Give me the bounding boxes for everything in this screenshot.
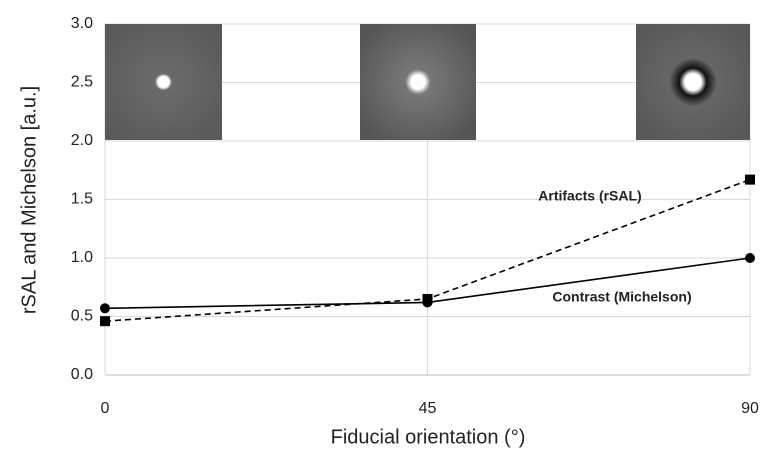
y-tick-label: 1.5 xyxy=(71,191,93,208)
series-label: Artifacts (rSAL) xyxy=(538,188,641,204)
chart: 0.0 0.5 1.0 1.5 2.0 2.5 3.0 0 45 90 Artifacts (rSA… xyxy=(0,0,762,450)
x-tick-label: 45 xyxy=(419,400,437,417)
y-tick-label: 0.5 xyxy=(71,308,93,325)
marker xyxy=(745,253,755,263)
marker xyxy=(423,297,433,307)
x-axis-title: Fiducial orientation (°) xyxy=(331,426,526,448)
series-label: Contrast (Michelson) xyxy=(552,289,691,305)
marker xyxy=(745,175,755,185)
y-axis-title: rSAL and Michelson [a.u.] xyxy=(18,86,40,314)
y-tick-label: 1.0 xyxy=(71,249,93,266)
marker xyxy=(100,303,110,313)
thumbnails xyxy=(105,24,750,140)
thumbnail-45 xyxy=(360,24,476,140)
thumbnail-0 xyxy=(105,24,222,140)
x-tick-label: 0 xyxy=(101,400,110,417)
marker xyxy=(100,316,110,326)
y-tick-label: 2.0 xyxy=(71,132,93,149)
y-tick-label: 0.0 xyxy=(71,366,93,383)
thumbnail-90 xyxy=(636,24,750,140)
x-tick-label: 90 xyxy=(741,400,759,417)
y-tick-label: 2.5 xyxy=(71,74,93,91)
y-tick-label: 3.0 xyxy=(71,15,93,32)
